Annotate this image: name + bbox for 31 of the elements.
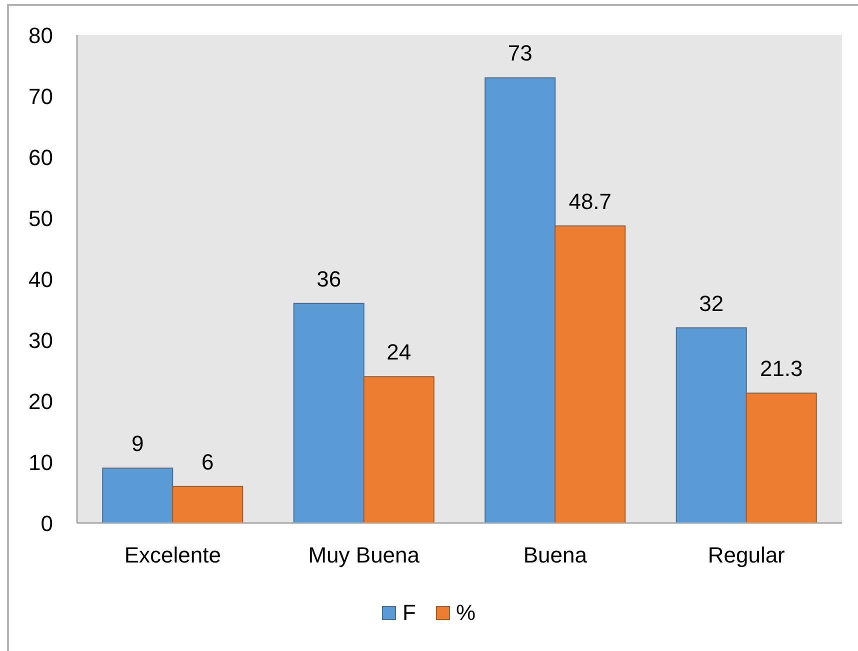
data-label: 9 <box>132 431 144 456</box>
y-tick-label: 0 <box>40 510 53 536</box>
bar <box>554 225 626 523</box>
y-tick-label: 10 <box>28 450 53 475</box>
y-tick-label: 80 <box>28 22 53 48</box>
y-tick-label: 30 <box>28 328 53 353</box>
bar <box>676 327 747 523</box>
y-tick-label: 60 <box>28 144 53 170</box>
bar <box>746 392 817 523</box>
bar <box>102 468 174 523</box>
y-tick-label: 70 <box>28 84 53 109</box>
bar <box>363 376 434 523</box>
y-tick-label: 40 <box>28 266 53 292</box>
data-label: 32 <box>699 290 724 316</box>
data-label: 24 <box>386 340 412 365</box>
bar <box>172 486 244 523</box>
y-tick-label: 20 <box>28 388 53 414</box>
bar <box>484 77 556 523</box>
bar <box>293 302 364 523</box>
x-tick-label: Muy Buena <box>308 542 420 568</box>
x-tick-label: Buena <box>523 542 588 568</box>
legend-label: F <box>402 600 416 626</box>
y-tick-label: 50 <box>28 206 53 231</box>
x-tick-label: Regular <box>708 542 785 568</box>
data-label: 73 <box>508 40 532 66</box>
data-label: 6 <box>202 449 214 474</box>
x-tick-label: Excelente <box>124 542 221 568</box>
data-label: 48.7 <box>568 188 612 214</box>
legend-label: % <box>456 600 476 626</box>
data-label: 21.3 <box>760 356 803 382</box>
data-label: 36 <box>316 266 342 292</box>
